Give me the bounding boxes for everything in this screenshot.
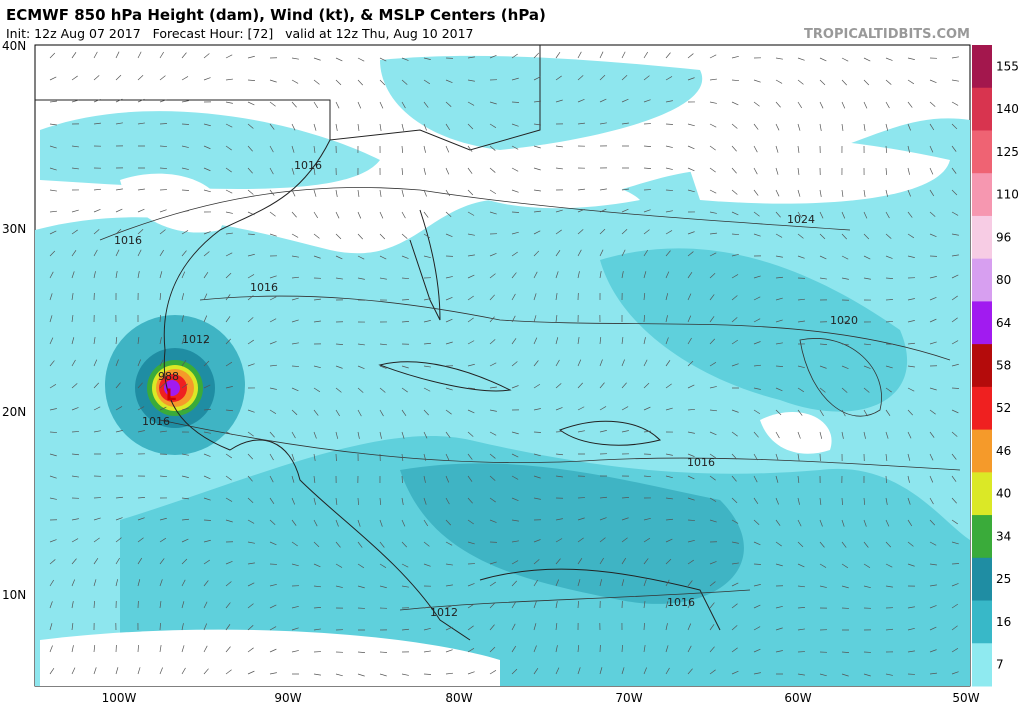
colorbar-swatch (972, 173, 992, 216)
lon-label: 100W (102, 691, 137, 705)
colorbar-label: 58 (996, 359, 1011, 373)
contour-label: 1012 (430, 606, 458, 619)
contour-label: 1016 (114, 234, 142, 247)
colorbar-label: 52 (996, 401, 1011, 415)
colorbar-label: 7 (996, 658, 1004, 672)
lat-label: 20N (2, 405, 26, 419)
colorbar-swatch (972, 130, 992, 173)
colorbar-label: 64 (996, 316, 1011, 330)
lat-label: 40N (2, 39, 26, 53)
colorbar-label: 125 (996, 145, 1019, 159)
contour-label: 1012 (182, 333, 210, 346)
lon-label: 50W (952, 691, 979, 705)
low-center: L (166, 385, 176, 404)
colorbar-swatch (972, 301, 992, 344)
colorbar-label: 25 (996, 572, 1011, 586)
title: ECMWF 850 hPa Height (dam), Wind (kt), &… (6, 6, 546, 24)
subtitle: Init: 12z Aug 07 2017 Forecast Hour: [72… (6, 26, 474, 41)
colorbar-label: 34 (996, 529, 1011, 543)
lat-label: 30N (2, 222, 26, 236)
colorbar-label: 96 (996, 230, 1011, 244)
lat-labels: 40N 30N 20N 10N (2, 39, 26, 602)
colorbar-swatch (972, 88, 992, 131)
lat-label: 10N (2, 588, 26, 602)
colorbar-label: 80 (996, 273, 1011, 287)
lon-label: 60W (784, 691, 811, 705)
contour-label: 988 (158, 370, 179, 383)
colorbar-swatch (972, 344, 992, 387)
colorbar-label: 155 (996, 59, 1019, 73)
colorbar-swatch (972, 601, 992, 644)
contour-label: 1016 (667, 596, 695, 609)
colorbar-label: 40 (996, 487, 1011, 501)
contour-label: 1020 (830, 314, 858, 327)
contour-label: 1016 (250, 281, 278, 294)
colorbar-label: 110 (996, 188, 1019, 202)
contour-label: 1016 (294, 159, 322, 172)
contour-label: 1024 (787, 213, 815, 226)
lon-label: 70W (615, 691, 642, 705)
contour-label: 1016 (142, 415, 170, 428)
colorbar-label: 16 (996, 615, 1011, 629)
colorbar-swatch (972, 643, 992, 686)
colorbar-swatch (972, 216, 992, 259)
colorbar-label: 46 (996, 444, 1011, 458)
colorbar-swatch (972, 472, 992, 515)
map: 1016 1016 1016 1012 988 1016 1024 1020 1… (35, 45, 970, 686)
lon-labels: 100W 90W 80W 70W 60W 50W (102, 691, 980, 705)
source: TROPICALTIDBITS.COM (804, 27, 970, 42)
colorbar-swatch (972, 430, 992, 473)
contour-label: 1016 (687, 456, 715, 469)
lon-label: 80W (445, 691, 472, 705)
colorbar-swatch (972, 387, 992, 430)
colorbar-swatch (972, 558, 992, 601)
colorbar-label: 140 (996, 102, 1019, 116)
colorbar-swatch (972, 515, 992, 558)
colorbar-swatch (972, 45, 992, 88)
colorbar: 155 140 125 110 96 80 64 58 52 46 40 34 25 16 7 (972, 45, 1019, 687)
colorbar-swatch (972, 259, 992, 302)
lon-label: 90W (274, 691, 301, 705)
